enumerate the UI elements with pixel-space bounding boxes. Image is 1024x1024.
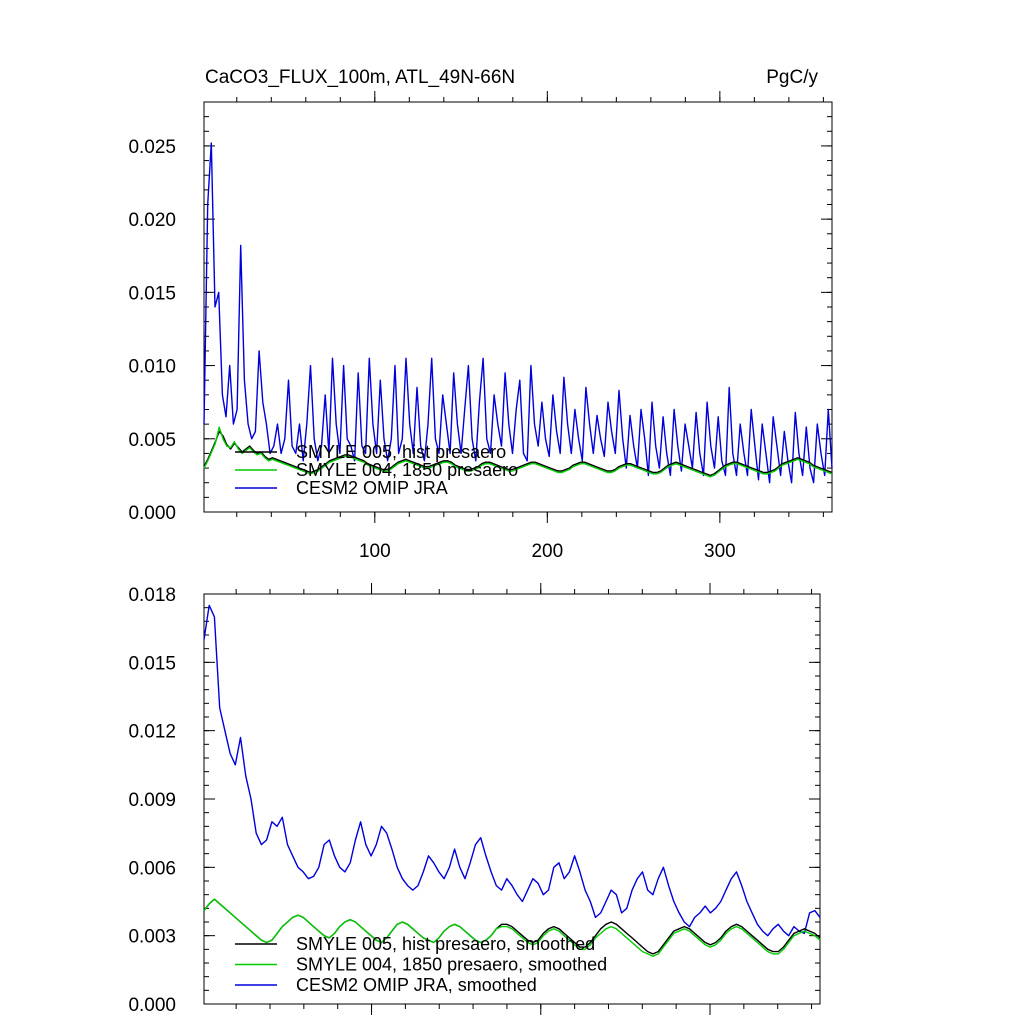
x-tick-label: 200 [531,541,563,562]
legend-label: SMYLE 005, hist presaero [296,442,506,462]
y-tick-label: 0.000 [128,995,176,1016]
series-line-top-1 [203,426,833,478]
y-tick-label: 0.020 [128,210,176,231]
legend-label: SMYLE 004, 1850 presaero [296,460,518,480]
y-tick-label: 0.005 [128,430,176,451]
panel-bottom: 0.000 0.003 0.006 0.009 0.012 0.015 0.018 SMYLE… [128,583,821,1016]
series-line-top-2 [203,142,833,484]
panel-top: 0.000 0.005 0.010 0.015 0.020 0.025 100 200 300 S… [128,91,833,562]
y-tick-label: 0.015 [128,653,176,674]
units-label: PgC/y [766,67,818,88]
x-tick-label: 100 [359,541,391,562]
series-line-bottom-2 [203,604,821,937]
series-line-bottom-1 [203,898,821,957]
y-tick-label: 0.010 [128,357,176,378]
y-tick-label: 0.025 [128,137,176,158]
legend-label: CESM2 OMIP JRA [296,478,448,498]
legend-label: SMYLE 005, hist presaero, smoothed [296,934,595,954]
y-tick-label: 0.012 [128,722,176,743]
y-tick-label: 0.015 [128,283,176,304]
chart-title: CaCO3_FLUX_100m, ATL_49N-66N [205,67,515,88]
y-tick-label: 0.018 [128,585,176,606]
legend-label: CESM2 OMIP JRA, smoothed [296,975,537,995]
x-tick-label: 300 [704,541,736,562]
y-tick-label: 0.003 [128,927,176,948]
legend-label: SMYLE 004, 1850 presaero, smoothed [296,955,607,975]
y-tick-label: 0.009 [128,790,176,811]
y-tick-label: 0.006 [128,858,176,879]
y-tick-label: 0.000 [128,503,176,524]
series-line-top-0 [203,430,833,477]
